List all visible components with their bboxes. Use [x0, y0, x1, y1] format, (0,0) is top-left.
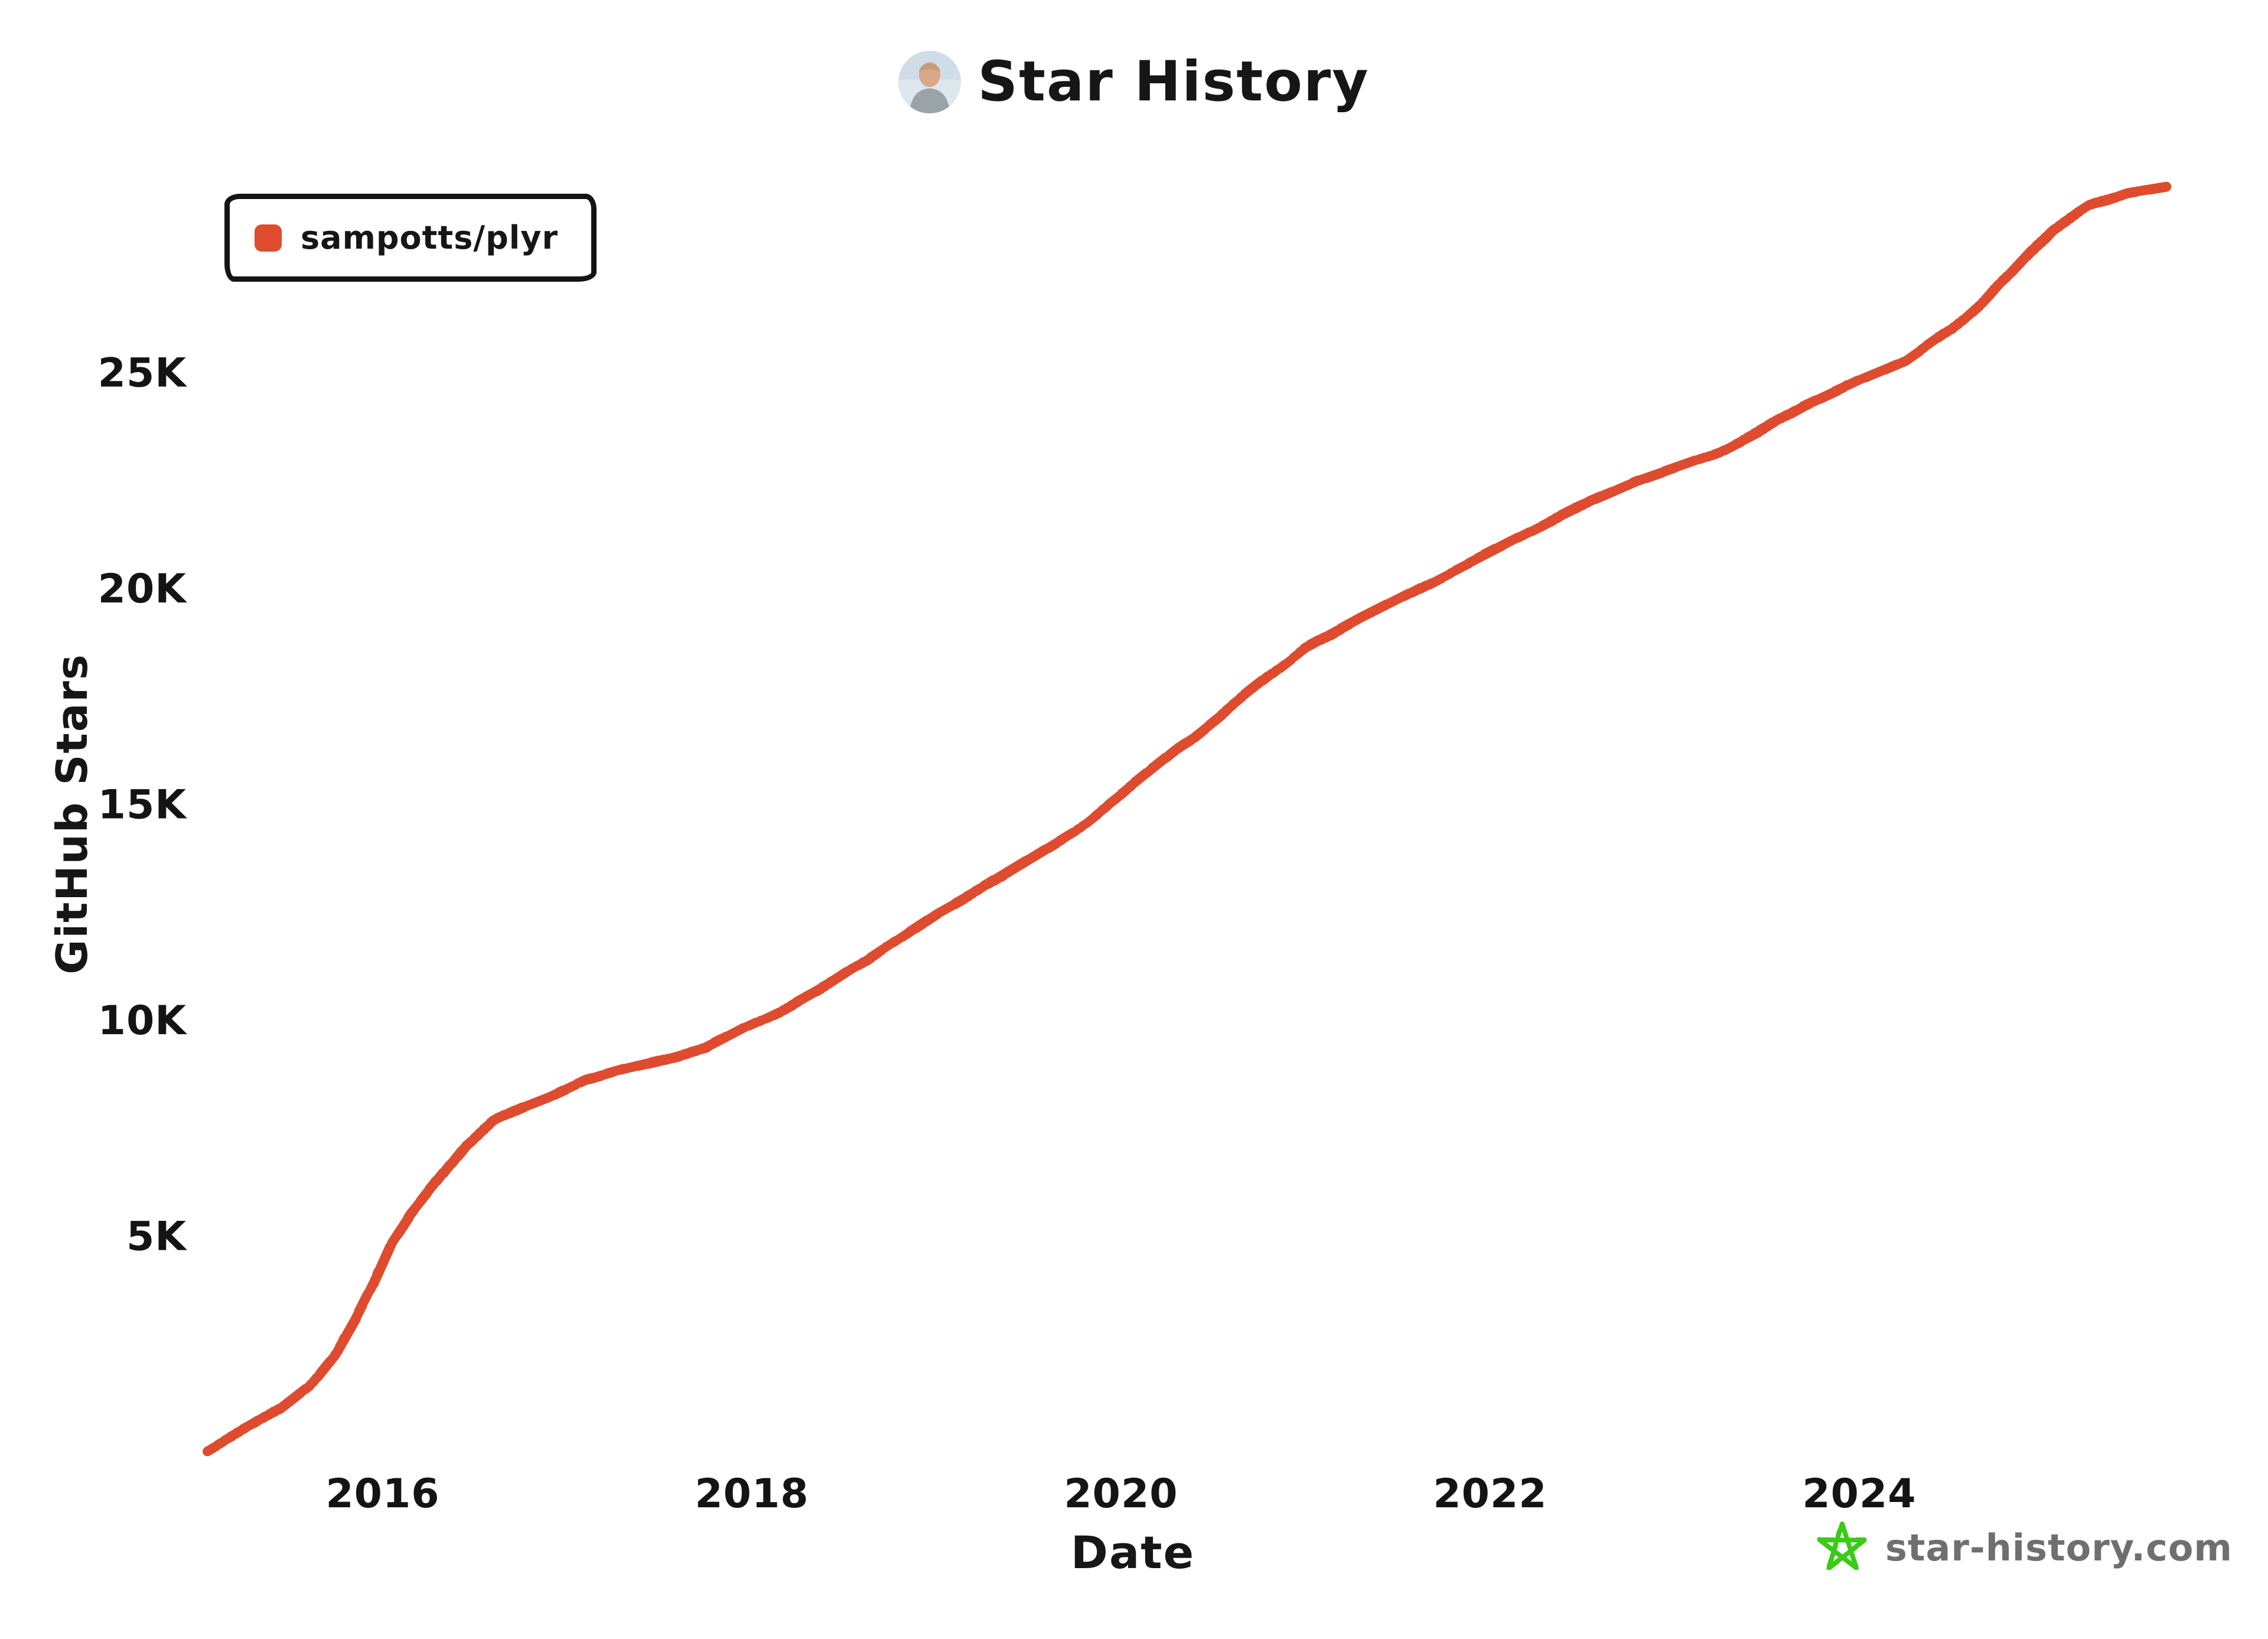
- watermark-text: star-history.com: [1885, 1526, 2233, 1569]
- axes: [191, 173, 2211, 1465]
- series-line: [202, 181, 2171, 1456]
- y-tick-label: 5K: [126, 1214, 187, 1260]
- page-title: Star History: [977, 50, 1370, 114]
- x-tick-label: 2020: [1064, 1471, 1178, 1517]
- y-tick-label: 25K: [98, 350, 188, 397]
- legend: sampotts/plyr: [224, 194, 597, 282]
- y-tick-label: 10K: [98, 998, 188, 1044]
- y-tick-label: 20K: [98, 566, 188, 612]
- y-axis-title: GitHub Stars: [47, 653, 97, 975]
- series-curve: [202, 181, 2171, 1456]
- chart-title-bar: Star History: [0, 50, 2268, 114]
- x-tick-label: 2016: [325, 1471, 439, 1517]
- x-tick-label: 2022: [1433, 1471, 1547, 1517]
- x-axis-title: Date: [1070, 1526, 1195, 1579]
- x-tick-label: 2018: [695, 1471, 809, 1517]
- tick-labels: 2016 2018 2020 2022 2024 5K 10K 15K 20K 25K: [98, 350, 1916, 1518]
- legend-series-label: sampotts/plyr: [301, 219, 559, 256]
- y-tick-label: 15K: [98, 782, 188, 829]
- x-tick-label: 2024: [1802, 1471, 1916, 1517]
- series-marker-icon: [255, 224, 282, 252]
- watermark-link[interactable]: star-history.com: [1816, 1520, 2233, 1575]
- star-doodle-icon: [1817, 1521, 1867, 1570]
